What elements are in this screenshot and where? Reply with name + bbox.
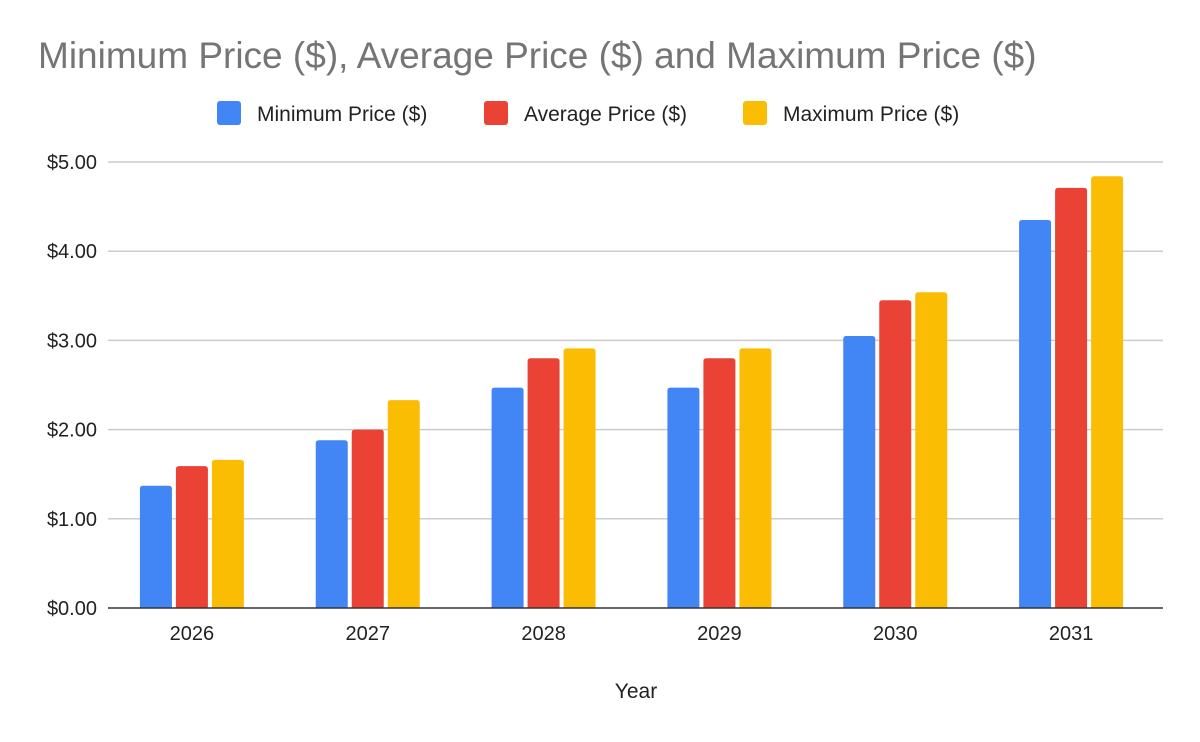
x-tick-label: 2026 [170,623,215,645]
bar-2030-2 [915,292,948,608]
bar-2030-1 [879,300,912,608]
y-tick-label: $2.00 [47,420,97,442]
bar-2026-0 [139,485,172,608]
legend-swatch [217,101,241,125]
y-tick-label: $5.00 [47,152,97,174]
legend-label: Average Price ($) [524,103,687,126]
bar-2028-2 [563,348,596,608]
bar-2031-0 [1019,219,1052,609]
bar-2027-1 [351,429,384,608]
bar-2026-2 [211,459,244,608]
x-tick-label: 2030 [873,623,918,645]
bar-2028-0 [491,387,524,608]
bar-2031-1 [1055,187,1088,609]
bar-2029-2 [739,348,772,608]
bar-2027-0 [315,440,348,608]
legend-swatch [484,101,508,125]
x-tick-label: 2027 [346,623,391,645]
legend-swatch [743,101,767,125]
y-tick-label: $4.00 [47,241,97,263]
y-tick-label: $1.00 [47,509,97,531]
bar-2031-2 [1091,176,1124,608]
x-tick-label: 2031 [1049,623,1094,645]
bar-2030-0 [843,335,876,608]
x-tick-label: 2028 [521,623,566,645]
bar-2026-1 [175,466,208,608]
legend-label: Minimum Price ($) [257,103,427,126]
bar-2029-1 [703,358,736,608]
x-axis-title: Year [615,680,657,703]
y-tick-label: $3.00 [47,330,97,352]
chart-title: Minimum Price ($), Average Price ($) and… [38,35,1037,76]
y-tick-label: $0.00 [47,598,97,620]
legend-label: Maximum Price ($) [783,103,959,126]
bar-2029-0 [667,387,700,608]
bar-2027-2 [387,400,420,608]
bar-2028-1 [527,358,560,608]
x-tick-label: 2029 [697,623,742,645]
